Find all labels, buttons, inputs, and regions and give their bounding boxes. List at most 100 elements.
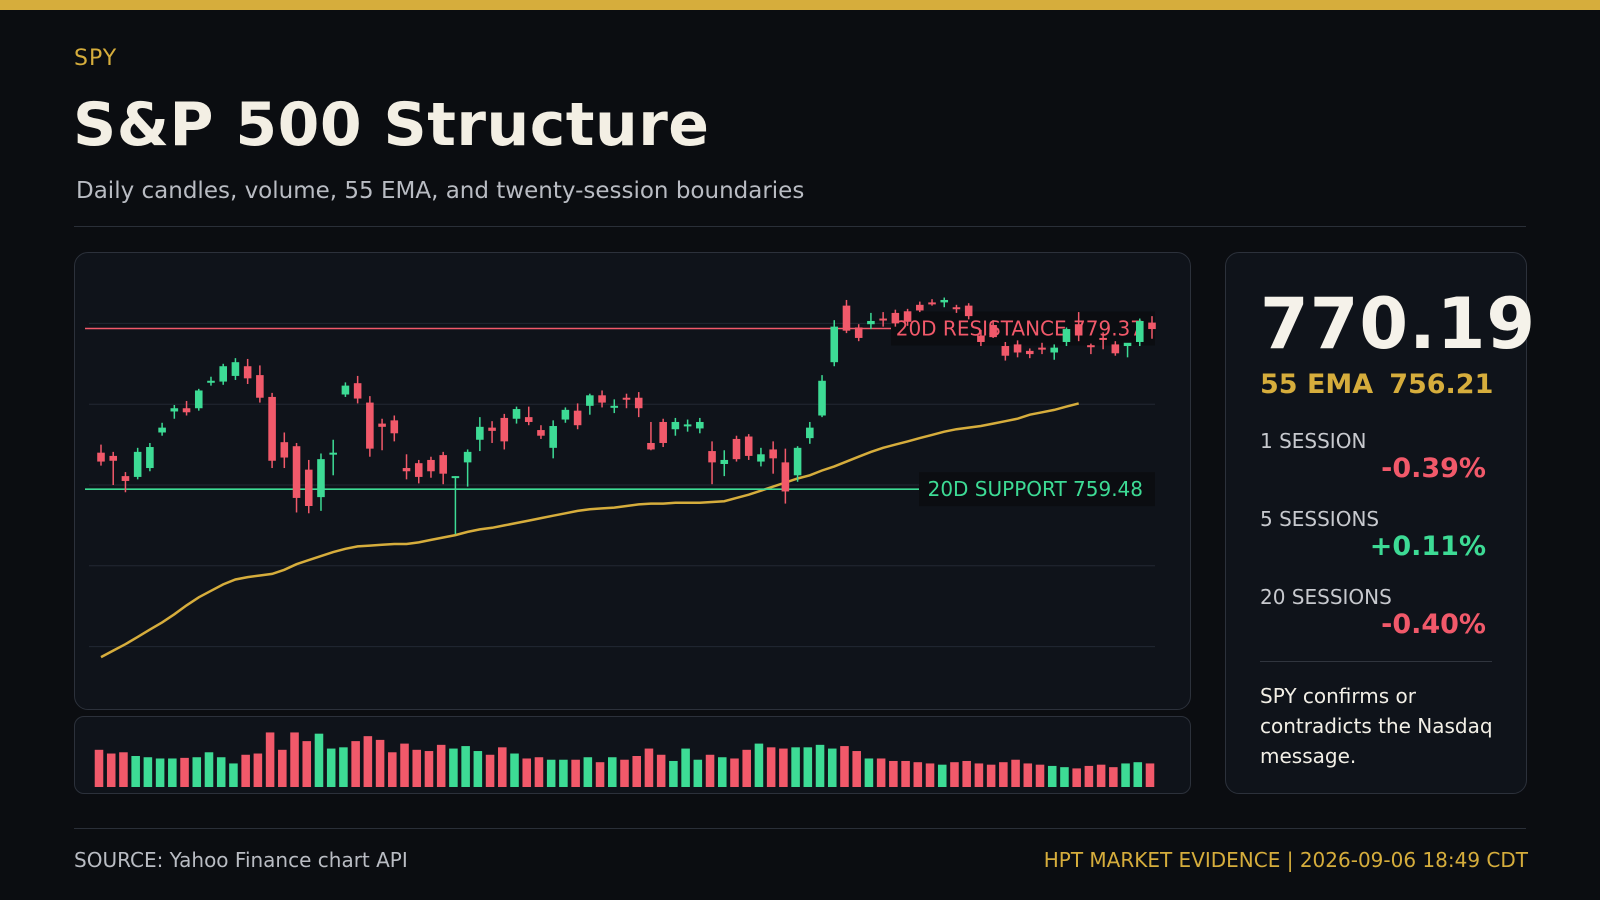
volume-bar — [754, 743, 764, 787]
candle-body — [916, 304, 924, 311]
candle-body — [683, 424, 692, 427]
volume-bar — [302, 741, 312, 787]
candle-body — [182, 408, 191, 413]
volume-bar — [461, 746, 470, 787]
candle-body — [488, 427, 496, 431]
candle — [109, 451, 118, 485]
volume-bar — [974, 763, 984, 787]
volume-bar — [265, 732, 275, 787]
volume-bar — [436, 744, 446, 787]
candle — [634, 392, 643, 418]
candle — [402, 454, 411, 480]
support-label: 20D SUPPORT 759.48 — [928, 477, 1143, 501]
candle-body — [427, 459, 435, 472]
ema-label: 55 EMA — [1260, 369, 1374, 400]
candle — [659, 418, 667, 448]
candle-body — [97, 452, 105, 462]
volume-bar — [583, 757, 593, 787]
volume-bar — [1011, 759, 1020, 787]
candle — [451, 476, 460, 535]
ema-readout: 55 EMA 756.21 — [1260, 369, 1493, 400]
candle-body — [989, 325, 997, 338]
candle-body — [598, 395, 606, 403]
candle-body — [634, 397, 643, 409]
candle-body — [537, 430, 545, 436]
candle-body — [1123, 342, 1132, 347]
resistance-label-box — [891, 311, 1155, 346]
volume-bar — [803, 747, 813, 787]
volume-bar — [534, 757, 544, 787]
price-chart: 20D RESISTANCE 779.37 20D SUPPORT 759.48 — [85, 297, 1156, 659]
volume-bar — [962, 760, 971, 787]
candle-body — [1062, 329, 1071, 342]
candle-body — [512, 409, 521, 419]
volume-bar — [143, 757, 153, 787]
volume-bar — [559, 759, 568, 787]
volume-bar — [901, 760, 910, 787]
candle-body — [366, 402, 374, 449]
candle — [708, 441, 716, 485]
candle — [781, 448, 790, 504]
volume-bar — [326, 748, 336, 787]
candle — [280, 432, 289, 469]
candle-body — [121, 476, 130, 481]
candle — [696, 417, 704, 434]
candle-body — [402, 468, 411, 472]
candle-body — [757, 454, 765, 462]
candle-body — [806, 427, 814, 439]
candle-body — [219, 366, 227, 382]
candle-body — [304, 469, 313, 507]
volume-bar — [742, 749, 751, 787]
candle — [158, 422, 166, 436]
candle — [500, 413, 509, 450]
support-label-box — [919, 472, 1155, 507]
candle-body — [451, 476, 460, 479]
candle-body — [586, 395, 594, 406]
footer-brand: HPT MARKET EVIDENCE | 2026-09-06 18:49 C… — [1043, 848, 1528, 872]
volume-bar — [840, 746, 849, 787]
candle — [268, 392, 276, 469]
candle — [488, 421, 496, 443]
resistance-label: 20D RESISTANCE 779.37 — [896, 316, 1143, 340]
candle — [732, 435, 741, 462]
candle — [964, 303, 973, 320]
volume-bar — [852, 751, 861, 787]
volume-bar — [595, 762, 605, 787]
volume-bar — [1023, 763, 1033, 787]
price-chart-panel: 20D RESISTANCE 779.37 20D SUPPORT 759.48 — [74, 252, 1191, 710]
candle — [341, 382, 350, 397]
candle — [133, 447, 142, 480]
candle-body — [390, 420, 399, 434]
candle-body — [341, 385, 350, 395]
candle — [549, 420, 557, 459]
candle — [940, 297, 949, 308]
candle — [683, 419, 692, 432]
volume-bar — [229, 763, 238, 787]
candle — [769, 441, 777, 474]
candle-body — [317, 459, 325, 498]
candle — [1013, 340, 1022, 358]
volume-bar — [388, 752, 397, 787]
candle — [537, 425, 545, 439]
candle — [879, 312, 887, 327]
volume-bar — [644, 748, 654, 787]
candle — [1111, 341, 1120, 356]
page-title: S&P 500 Structure — [73, 90, 710, 160]
candle-body — [280, 442, 289, 458]
candle — [891, 309, 900, 327]
volume-bar — [241, 754, 250, 787]
candle — [170, 405, 179, 419]
candle — [622, 393, 631, 409]
candle — [1001, 341, 1010, 361]
candle — [842, 299, 851, 334]
volume-bar — [730, 758, 739, 787]
candle — [561, 407, 570, 423]
candle-body — [463, 451, 472, 463]
volume-bar — [986, 764, 996, 787]
volume-bar — [889, 760, 898, 787]
candle — [1087, 343, 1095, 355]
volume-chart — [94, 732, 1155, 787]
candle — [97, 444, 105, 466]
volume-bar — [1060, 767, 1069, 787]
volume-bar — [779, 748, 788, 787]
